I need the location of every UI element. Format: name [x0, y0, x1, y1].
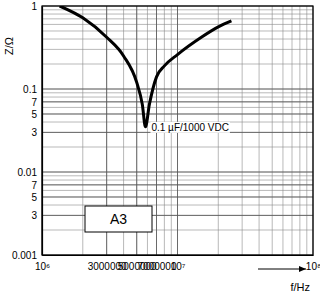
- tick: 0.001: [12, 250, 42, 261]
- chart: 10⁶30000005000000700000010⁷10⁸10.17530.0…: [0, 0, 320, 303]
- tick: 1: [31, 1, 42, 12]
- grid-line: [42, 215, 313, 216]
- tick-label: 5: [31, 192, 37, 203]
- grid-line: [272, 6, 273, 255]
- grid-line: [299, 6, 300, 255]
- tick-label: 0.01: [18, 167, 38, 178]
- tick-label: 1: [31, 1, 37, 12]
- grid-line: [306, 6, 307, 255]
- grid-line: [42, 184, 313, 185]
- series-box: [85, 206, 152, 232]
- grid-line: [292, 6, 293, 255]
- y-axis: 10.17530.017530.001: [12, 1, 43, 261]
- tick: 5: [31, 109, 42, 120]
- grid-line: [42, 172, 313, 173]
- tick-label: 3: [31, 127, 37, 138]
- grid-line: [42, 113, 313, 114]
- tick-label: 10⁶: [35, 261, 50, 272]
- grid-line: [42, 101, 313, 102]
- tick-label: 10⁷: [171, 261, 186, 272]
- impedance-curve: [60, 6, 232, 127]
- grid-line: [42, 184, 313, 185]
- grid-line: [82, 6, 83, 255]
- grid-line: [42, 113, 313, 114]
- tick: 10⁸: [306, 255, 320, 272]
- tick: 7: [31, 180, 42, 191]
- axis-arrowhead: [299, 266, 306, 272]
- tick: 7: [31, 97, 42, 108]
- grid-line: [42, 215, 313, 216]
- tick-label: 5: [31, 109, 37, 120]
- curve-label: 0.1 µF/1000 VDC: [151, 122, 228, 133]
- grid-line: [282, 6, 283, 255]
- tick-label: 7: [31, 97, 37, 108]
- y-axis-title: Z/Ω: [3, 37, 15, 55]
- tick-label: 0.001: [12, 250, 37, 261]
- tick-label: 10⁸: [306, 261, 320, 272]
- tick: 0.01: [18, 167, 42, 178]
- grid-line: [42, 89, 313, 90]
- grid-line: [259, 6, 260, 255]
- grid-line: [42, 196, 313, 197]
- grid-line: [42, 196, 313, 197]
- annotation: 0.1 µF/1000 VDC: [150, 122, 229, 133]
- tick-label: 0.1: [23, 84, 37, 95]
- grid-line: [42, 101, 313, 102]
- plot-area: [60, 6, 232, 127]
- x-axis-title: f/Hz: [290, 281, 310, 293]
- label-background: [150, 122, 229, 133]
- axis-arrow: [258, 269, 306, 270]
- tick: 10⁶: [35, 255, 50, 272]
- tick: 10⁷: [171, 255, 186, 272]
- tick-label: 3: [31, 210, 37, 221]
- tick: 3: [31, 127, 42, 138]
- x-axis: 10⁶30000005000000700000010⁷10⁸: [35, 255, 320, 272]
- tick: 0.1: [23, 84, 42, 95]
- tick-label: 7: [31, 180, 37, 191]
- tick: 5: [31, 192, 42, 203]
- grid-line: [42, 89, 313, 90]
- plot-frame: [42, 6, 313, 255]
- tick: 3: [31, 210, 42, 221]
- grid-line: [242, 6, 243, 255]
- series-code: A3: [110, 211, 127, 227]
- grid-line: [42, 172, 313, 173]
- grid: [42, 6, 313, 255]
